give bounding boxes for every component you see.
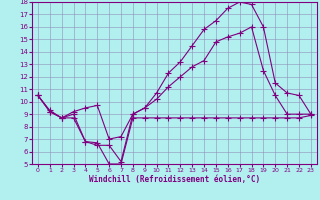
X-axis label: Windchill (Refroidissement éolien,°C): Windchill (Refroidissement éolien,°C) bbox=[89, 175, 260, 184]
